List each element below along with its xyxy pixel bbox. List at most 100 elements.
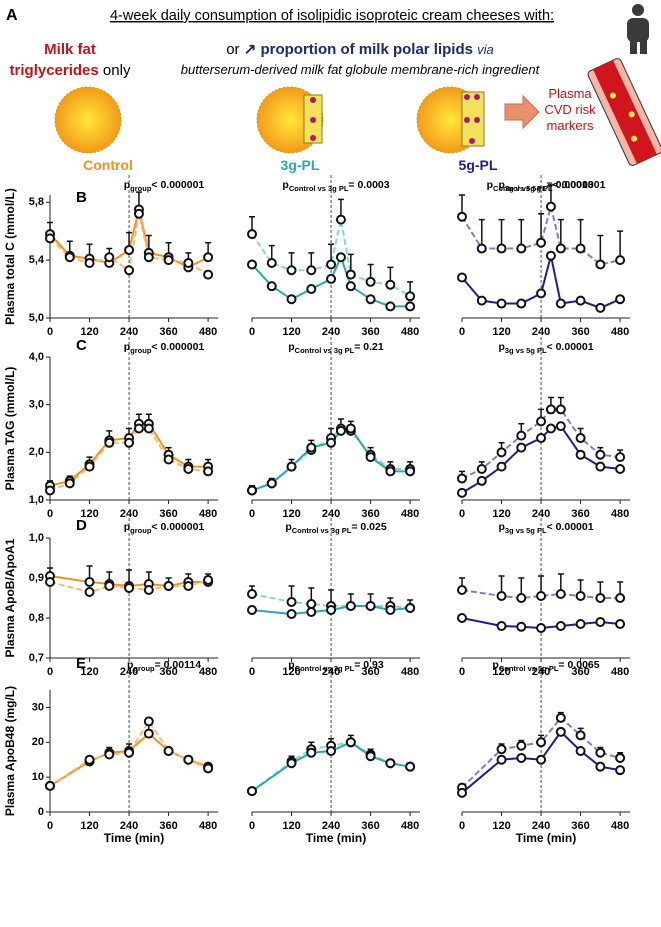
x-tick-label: 120 xyxy=(492,326,510,338)
data-point xyxy=(183,258,194,269)
data-point xyxy=(457,487,467,498)
data-point xyxy=(536,737,547,748)
series-line xyxy=(49,213,209,276)
data-point xyxy=(496,754,507,765)
data-point xyxy=(45,485,55,496)
p-subscript: Control vs 5g PL xyxy=(493,184,553,193)
data-point xyxy=(536,237,547,248)
p: p xyxy=(498,179,504,191)
data-point xyxy=(84,754,95,765)
milk-fat: Milk fat xyxy=(44,41,96,58)
p-text: < 0.00001 xyxy=(547,521,594,533)
data-point xyxy=(163,746,174,756)
x-tick-label: 120 xyxy=(492,508,510,520)
data-point xyxy=(615,752,626,763)
p-text: = 0.93 xyxy=(354,659,384,671)
data-point xyxy=(306,284,317,295)
data-point xyxy=(143,585,154,595)
p-value: p3g vs 5g PL= 0.00013 xyxy=(498,179,593,193)
data-point xyxy=(385,466,396,477)
p: p xyxy=(487,179,493,191)
series-line xyxy=(251,427,411,492)
x-tick-label: 360 xyxy=(571,508,589,520)
p: p xyxy=(124,521,130,533)
data-point xyxy=(615,294,626,305)
y-tick-label: 0,7 xyxy=(29,652,44,664)
person-icon xyxy=(627,4,649,54)
data-point xyxy=(545,404,556,415)
data-point xyxy=(575,449,586,460)
data-point xyxy=(45,780,55,791)
data-point xyxy=(183,754,194,765)
x-tick-label: 480 xyxy=(199,508,217,520)
data-point xyxy=(555,404,566,415)
p-subscript: 3g vs 5g PL xyxy=(505,184,547,193)
x-tick-label: 0 xyxy=(249,508,255,520)
data-point xyxy=(124,747,135,758)
data-point xyxy=(405,761,416,772)
data-point xyxy=(306,265,317,276)
data-point xyxy=(555,421,566,432)
x-tick-label: 0 xyxy=(47,508,53,520)
data-point xyxy=(84,258,95,269)
panel-letter: B xyxy=(76,189,87,206)
p-value: pgroup< 0.000001 xyxy=(124,521,205,535)
data-point xyxy=(326,259,337,270)
x-tick-label: 480 xyxy=(401,508,419,520)
y-tick-label: 20 xyxy=(32,736,44,748)
header-title: 4-week daily consumption of isolipidic i… xyxy=(110,8,554,24)
y-tick-label: 1,0 xyxy=(29,532,44,544)
p-text: = 0.025 xyxy=(351,521,386,533)
only: only xyxy=(103,62,131,79)
data-point xyxy=(615,255,626,266)
data-point xyxy=(143,728,154,739)
data-point xyxy=(335,252,346,263)
data-point xyxy=(266,258,277,269)
data-point xyxy=(45,233,55,244)
data-point xyxy=(266,281,277,292)
or: or xyxy=(226,41,239,58)
data-point xyxy=(496,243,507,254)
data-point xyxy=(457,272,467,283)
p-subscript: Control vs 3g PL xyxy=(292,526,352,535)
data-point xyxy=(385,605,396,615)
data-point xyxy=(124,265,135,276)
p-value: pgroup< 0.000001 xyxy=(124,341,205,355)
data-point xyxy=(555,712,566,723)
data-point xyxy=(286,758,297,769)
p-subscript: group xyxy=(130,184,152,193)
data-point xyxy=(516,740,527,751)
x-tick-label: 0 xyxy=(459,326,465,338)
x-axis-label: Time (min) xyxy=(306,831,366,845)
data-point xyxy=(163,581,174,591)
data-point xyxy=(575,746,586,756)
data-point xyxy=(306,442,317,453)
data-point xyxy=(345,601,356,611)
data-point xyxy=(203,575,214,585)
data-point xyxy=(286,265,297,276)
x-tick-label: 240 xyxy=(120,820,138,832)
data-point xyxy=(476,475,487,486)
data-point xyxy=(124,244,135,255)
data-point xyxy=(143,423,154,434)
x-tick-label: 480 xyxy=(401,820,419,832)
data-point xyxy=(143,252,154,263)
y-tick-label: 0 xyxy=(38,806,44,818)
data-point xyxy=(124,437,135,448)
data-point xyxy=(183,581,194,591)
data-point xyxy=(595,461,606,472)
data-point xyxy=(203,763,214,774)
y-tick-label: 5,8 xyxy=(29,196,44,208)
data-point xyxy=(516,298,527,309)
data-point xyxy=(555,589,566,599)
panel-letter: C xyxy=(76,337,87,354)
p-value: p3g vs 5g PL< 0.00001 xyxy=(498,521,593,535)
data-point xyxy=(575,433,586,444)
x-tick-label: 120 xyxy=(282,326,300,338)
data-point xyxy=(595,593,606,603)
data-point xyxy=(104,749,115,760)
data-point xyxy=(326,605,337,615)
x-tick-label: 480 xyxy=(611,326,629,338)
data-point xyxy=(516,752,527,763)
data-point xyxy=(595,747,606,758)
